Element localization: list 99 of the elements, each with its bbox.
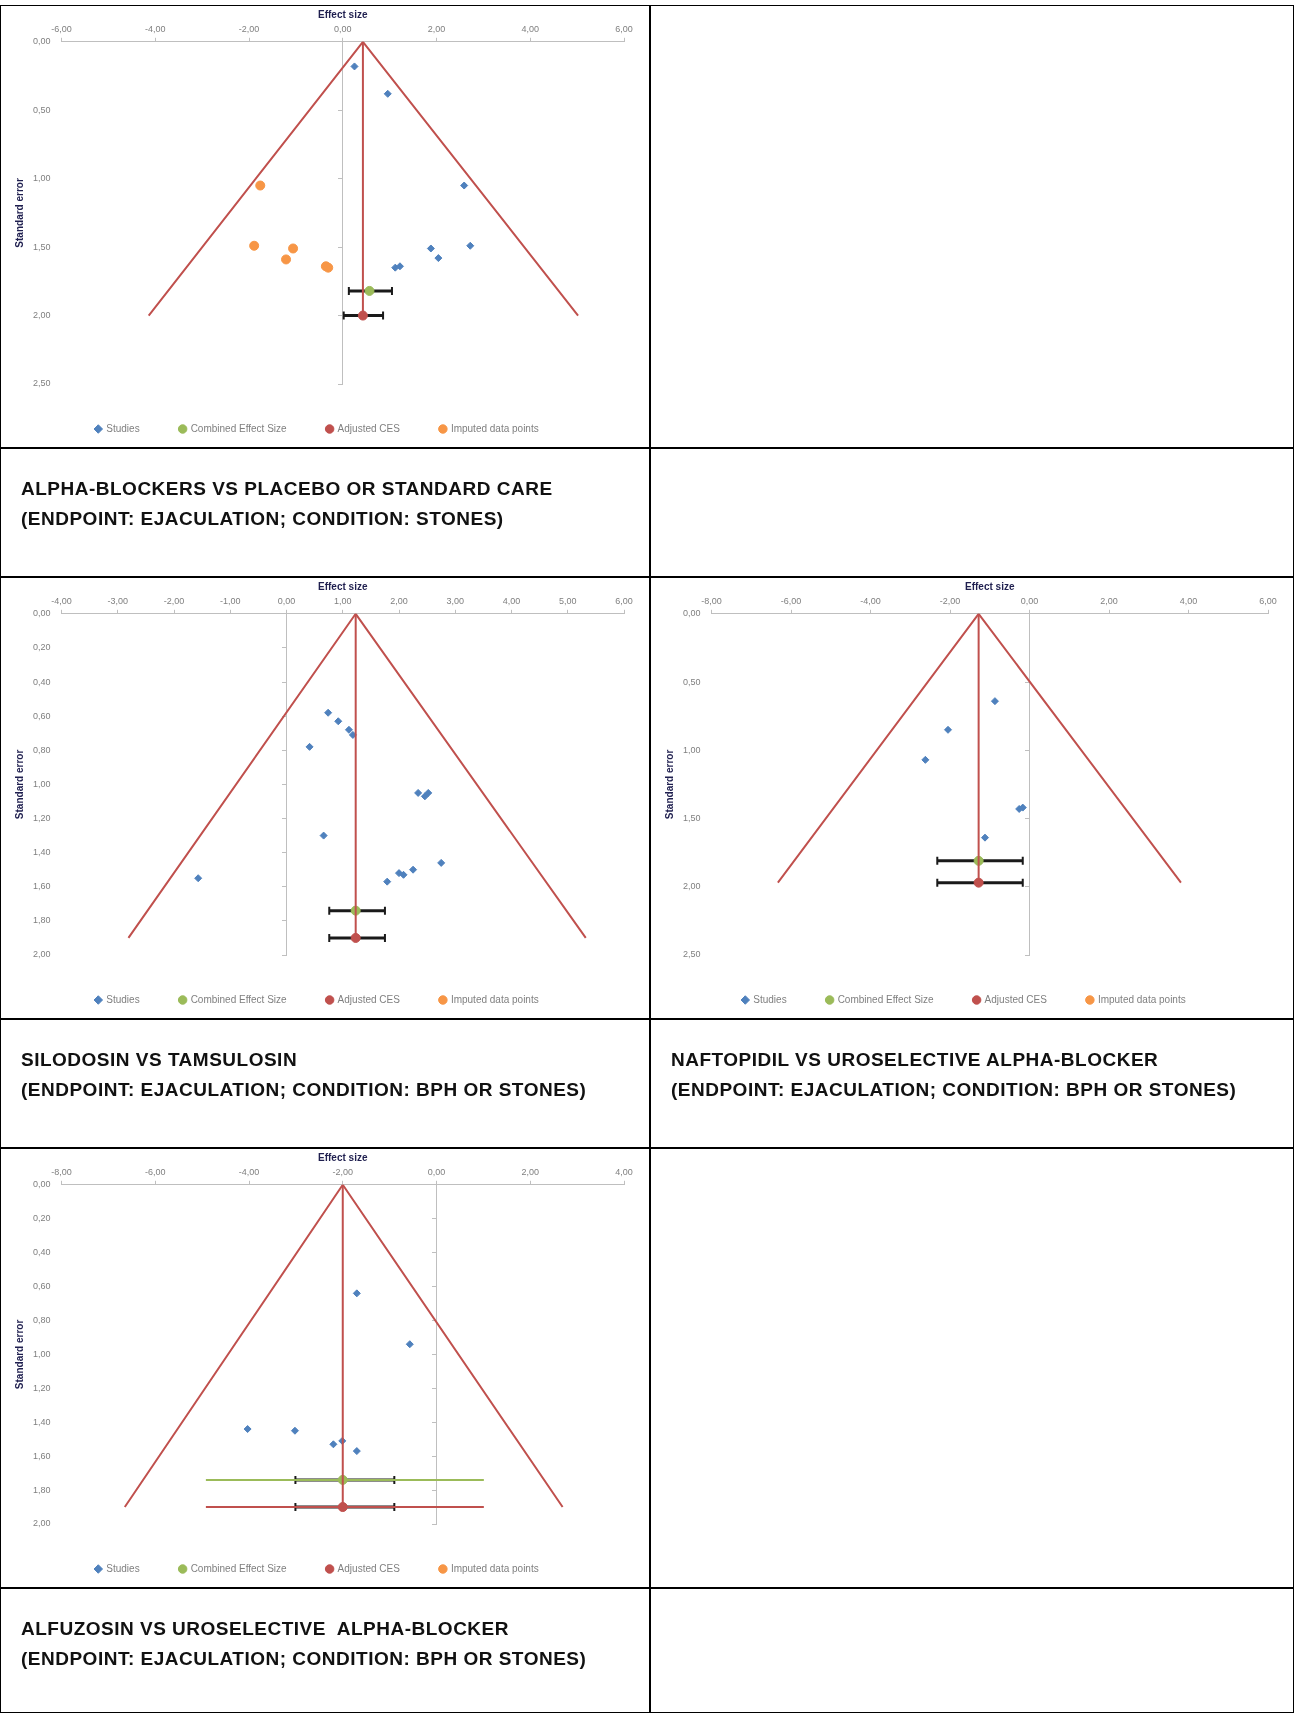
y-tick-label: 1,80 xyxy=(32,1484,51,1495)
x-tick-label: 4,00 xyxy=(521,23,540,34)
y-tick-label: 1,80 xyxy=(32,915,51,926)
y-tick-label: 0,50 xyxy=(32,104,51,115)
x-tick-label: 1,00 xyxy=(333,595,352,606)
x-tick-label: 5,00 xyxy=(558,595,577,606)
y-axis-title: Standard error xyxy=(13,749,25,820)
x-axis-title: Effect size xyxy=(965,580,1015,592)
y-axis-title: Standard error xyxy=(13,1319,25,1390)
x-tick-label: -2,00 xyxy=(939,595,961,606)
x-tick-label: -4,00 xyxy=(238,1166,260,1177)
x-tick-label: -4,00 xyxy=(145,23,166,34)
y-tick-label: 0,20 xyxy=(32,642,51,653)
x-tick-label: -6,00 xyxy=(780,595,802,606)
x-tick-label: 4,00 xyxy=(502,595,521,606)
legend-label: Imputed data points xyxy=(450,993,539,1005)
y-tick-label: 0,60 xyxy=(32,1281,51,1292)
y-tick-label: 1,00 xyxy=(32,778,51,789)
x-axis-title: Effect size xyxy=(318,8,368,20)
x-tick-label: -2,00 xyxy=(238,23,260,34)
x-tick-label: 2,00 xyxy=(521,1166,540,1177)
legend-label: Adjusted CES xyxy=(337,1562,401,1574)
y-tick-label: 0,00 xyxy=(682,608,701,619)
x-tick-label: -3,00 xyxy=(107,595,129,606)
y-tick-label: 0,60 xyxy=(32,710,51,721)
x-axis-title: Effect size xyxy=(318,580,368,592)
x-tick-label: 6,00 xyxy=(1259,595,1277,606)
x-tick-label: 0,00 xyxy=(427,1166,446,1177)
x-tick-label: -2,00 xyxy=(163,595,185,606)
y-axis-title: Standard error xyxy=(663,749,675,820)
y-tick-label: 1,50 xyxy=(682,813,701,823)
x-axis-title: Effect size xyxy=(318,1151,368,1163)
legend-label: Adjusted CES xyxy=(984,993,1048,1005)
x-tick-label: -4,00 xyxy=(860,595,881,606)
text: ALFUZOSIN VS UROSELECTIVE ALPHA-BLOCKER xyxy=(21,1618,510,1640)
x-tick-label: 0,00 xyxy=(277,595,296,606)
x-tick-label: -1,00 xyxy=(220,595,241,606)
y-tick-label: 0,00 xyxy=(32,1179,51,1190)
text: ALPHA-BLOCKERS VS PLACEBO OR STANDARD CARE xyxy=(21,478,554,500)
y-tick-label: 0,80 xyxy=(32,1314,51,1325)
text: (ENDPOINT: EJACULATION; CONDITION: BPH OR STONES) xyxy=(21,1648,588,1670)
legend-label: Combined Effect Size xyxy=(837,993,935,1005)
y-tick-label: 0,50 xyxy=(682,676,701,687)
y-tick-label: 1,60 xyxy=(32,1450,51,1461)
x-tick-label: 4,00 xyxy=(615,1166,633,1177)
legend-label: Studies xyxy=(106,422,140,434)
y-tick-label: 2,00 xyxy=(32,1518,51,1529)
x-tick-label: -4,00 xyxy=(51,595,72,606)
y-axis-title: Standard error xyxy=(13,178,25,248)
y-tick-label: 0,00 xyxy=(32,608,51,619)
x-tick-label: -2,00 xyxy=(332,1166,354,1177)
y-tick-label: 0,80 xyxy=(32,744,51,755)
legend-label: Studies xyxy=(106,993,140,1005)
x-tick-label: -8,00 xyxy=(701,595,722,606)
y-tick-label: 1,00 xyxy=(32,173,51,184)
x-tick-label: 3,00 xyxy=(446,595,465,606)
y-tick-label: 2,00 xyxy=(682,881,701,892)
legend-label: Combined Effect Size xyxy=(190,993,288,1005)
text: SILODOSIN VS TAMSULOSIN xyxy=(21,1049,299,1071)
x-tick-label: -6,00 xyxy=(145,1166,166,1177)
x-tick-label: 2,00 xyxy=(1100,595,1118,606)
y-tick-label: 2,00 xyxy=(32,310,51,321)
y-tick-label: 0,00 xyxy=(32,36,51,47)
x-tick-label: 0,00 xyxy=(1020,595,1039,606)
text: (ENDPOINT: EJACULATION; CONDITION: STONES) xyxy=(21,508,505,530)
y-tick-label: 2,00 xyxy=(32,949,51,960)
x-tick-label: 0,00 xyxy=(333,23,352,34)
y-tick-label: 1,00 xyxy=(32,1348,51,1359)
x-tick-label: 2,00 xyxy=(427,23,446,34)
y-tick-label: 0,40 xyxy=(32,676,51,687)
y-tick-label: 1,40 xyxy=(32,1416,51,1427)
y-tick-label: 1,00 xyxy=(682,744,701,755)
legend-label: Adjusted CES xyxy=(337,422,401,434)
legend-label: Imputed data points xyxy=(450,1562,539,1574)
legend-label: Studies xyxy=(753,993,787,1005)
x-tick-label: 6,00 xyxy=(615,595,633,606)
legend-label: Combined Effect Size xyxy=(190,1562,288,1574)
y-tick-label: 1,40 xyxy=(32,847,51,858)
legend-label: Imputed data points xyxy=(450,422,539,434)
y-tick-label: 1,50 xyxy=(32,241,51,252)
y-tick-label: 2,50 xyxy=(682,949,701,960)
text: (ENDPOINT: EJACULATION; CONDITION: BPH OR STONES) xyxy=(21,1079,588,1101)
legend-label: Combined Effect Size xyxy=(190,422,288,434)
x-tick-label: 4,00 xyxy=(1179,595,1198,606)
x-tick-label: -8,00 xyxy=(51,1166,72,1177)
y-tick-label: 1,20 xyxy=(32,813,51,823)
x-tick-label: -6,00 xyxy=(51,23,72,34)
y-tick-label: 2,50 xyxy=(32,378,51,389)
x-tick-label: 6,00 xyxy=(615,23,633,34)
text: NAFTOPIDIL VS UROSELECTIVE ALPHA-BLOCKER xyxy=(671,1049,1160,1071)
x-tick-label: 2,00 xyxy=(390,595,408,606)
legend-label: Adjusted CES xyxy=(337,993,401,1005)
y-tick-label: 1,60 xyxy=(32,881,51,892)
legend-label: Studies xyxy=(106,1562,140,1574)
y-tick-label: 0,40 xyxy=(32,1247,51,1258)
legend-label: Imputed data points xyxy=(1097,993,1186,1005)
y-tick-label: 1,20 xyxy=(32,1382,51,1393)
text: (ENDPOINT: EJACULATION; CONDITION: BPH OR STONES) xyxy=(671,1079,1238,1101)
y-tick-label: 0,20 xyxy=(32,1213,51,1224)
